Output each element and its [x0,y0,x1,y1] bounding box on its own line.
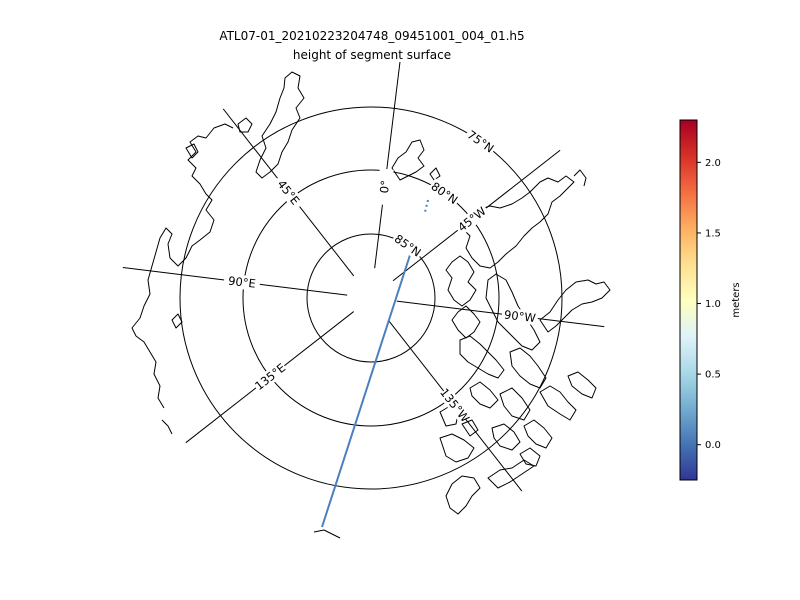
coastline-canada-9 [491,423,521,451]
colorbar-tick-label: 0.0 [705,440,721,451]
colorbar-label: meters [731,282,742,317]
colorbar-tick-label: 0.5 [705,370,721,381]
meridian-label: 135°E [252,361,288,394]
coastline-canada-5 [539,385,577,421]
plot-title: ATL07-01_20210223204748_09451001_004_01.… [219,29,525,43]
coastline-axel-heiberg [451,305,481,339]
meridian-label: 90°E [227,274,256,291]
coastline-canada-6 [567,371,597,399]
coastline-victoria [439,433,475,463]
colorbar-gradient [679,119,698,481]
coastline-mainland-north [487,459,535,489]
coastline-island-c [171,313,183,329]
coastline-canada-1 [459,335,505,379]
colorbar-tick-label: 2.0 [705,158,721,169]
colorbar-tick-label: 1.0 [705,299,721,310]
meridian-w90 [396,300,605,328]
parallel-80n [242,169,500,427]
coastline-arctic-islands [485,273,541,351]
coastline-canada-2 [509,347,547,389]
coastline-severnaya [429,167,441,181]
coastline-chukotka [161,419,173,435]
coastline-canada-3 [469,381,499,409]
coastlines [131,71,611,539]
track-line [321,254,411,528]
meridian-label: 90°W [503,307,536,325]
coastline-siberia [131,123,234,409]
coastline-greenland-west [539,279,611,333]
meridian-label: 45°W [455,204,489,235]
coastline-ellesmere [445,255,477,307]
track-segment-north [424,199,429,213]
colorbar: 0.0 0.5 1.0 1.5 2.0 meters [679,119,742,481]
coastline-canada-8 [461,419,479,437]
plot-subtitle: height of segment surface [292,48,452,62]
meridian-0 [374,62,401,269]
coastline-island-b [185,143,199,159]
satellite-track [321,199,429,528]
coastline-banks [519,447,541,467]
parallel-75n [179,106,563,490]
coastline-canada-10 [523,419,553,449]
coastline-canada-4 [499,387,531,421]
parallel-85n [306,233,436,363]
coastline-alaska-islands [445,475,481,515]
coastline-greenland-north [461,175,575,269]
colorbar-tick-label: 1.5 [705,228,721,239]
graticule [122,62,605,492]
coastline-franz-josef [391,139,425,181]
meridian-label: 0° [377,179,392,194]
coastline-greenland-east [573,169,587,187]
coastline-alaska-bottom [313,529,341,539]
coastline-taymyr [255,71,305,179]
